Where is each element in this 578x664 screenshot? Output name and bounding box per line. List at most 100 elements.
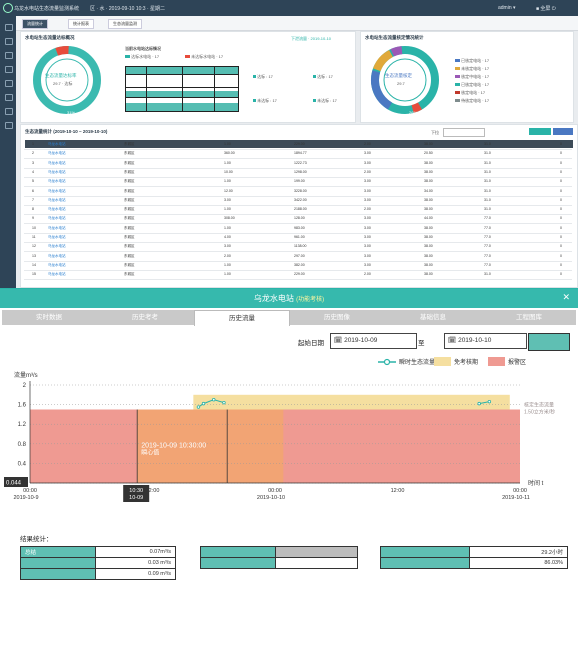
table-cell: 31.0 (484, 197, 491, 202)
flow-point (487, 399, 492, 404)
table-cell: 1.00 (224, 262, 231, 267)
report-icon[interactable] (5, 94, 13, 101)
compliance-date: 下泄流量 · 2019-10-10 (291, 36, 332, 41)
table-row[interactable]: 5 乌龙水电站 东城区 1.00 199.00 3.00 38.00 31.0 0 (24, 177, 572, 188)
table-cell[interactable]: 乌龙水电站 (48, 179, 66, 184)
y-axis-label: 流量m³/s (14, 371, 38, 379)
table-cell: 1222.73 (294, 160, 307, 165)
table-cell[interactable]: 乌龙水电站 (48, 235, 66, 239)
table-cell: 0 (560, 253, 562, 258)
filter-select[interactable] (443, 128, 485, 137)
list-icon[interactable] (5, 52, 13, 59)
table-cell: 7 (32, 197, 34, 202)
gear-icon[interactable] (5, 122, 13, 129)
table-cell: 229.00 (294, 142, 305, 146)
table-row[interactable]: 15 乌龙水电站 东城区 1.00 229.00 2.00 38.00 31.0 0 (24, 270, 572, 281)
table-row[interactable]: 8 乌龙水电站 东城区 1.00 2188.00 2.00 38.00 31.0 0 (24, 205, 572, 216)
legend-a: 达标水电站 · 17 (125, 54, 159, 60)
table-row[interactable]: 1 乌龙水电站 东城区 1.00 229.00 2.00 38.00 31.0 0 (24, 140, 572, 150)
table-cell[interactable]: 乌龙水电站 (48, 225, 66, 230)
results-value: 0.03 m³/s (95, 557, 176, 569)
tab-report[interactable]: 统计报表 (68, 19, 94, 29)
table-row[interactable]: 10 乌龙水电站 东城区 1.00 983.00 3.00 38.00 77.0 0 (24, 224, 572, 234)
table-cell[interactable]: 乌龙水电站 (48, 262, 66, 267)
table-row[interactable]: 4 乌龙水电站 东城区 10.00 1298.00 2.00 38.00 31.0 0 (24, 168, 572, 178)
close-icon[interactable]: ✕ (562, 292, 570, 302)
table-cell: 5 (32, 179, 34, 184)
table-cell: 东城区 (124, 188, 135, 193)
flow-point (477, 401, 481, 406)
table-cell: 77.0 (484, 244, 491, 249)
map-icon[interactable] (5, 66, 13, 73)
query-button[interactable] (528, 333, 570, 351)
search-button[interactable] (553, 128, 573, 135)
table-cell: 东城区 (124, 197, 135, 202)
table-row[interactable]: 14 乌龙水电站 东城区 1.00 382.00 3.00 38.00 77.0 0 (24, 261, 572, 271)
table-cell: 东城区 (124, 272, 135, 277)
tab-history-flow[interactable]: 历史流量 (194, 310, 290, 326)
x-tick-date: 2019-10-11 (502, 495, 530, 501)
table-row[interactable]: 9 乌龙水电站 东城区 308.00 128.00 3.00 44.00 77.0 0 (24, 214, 572, 225)
chart-icon[interactable] (5, 38, 13, 45)
table-cell[interactable]: 乌龙水电站 (48, 142, 66, 146)
camera-icon[interactable] (5, 108, 13, 115)
compliance-panel: 水电站生态流量达标概况 下泄流量 · 2019-10-10 生态流量达标率 29… (20, 31, 356, 123)
app-logo-icon (3, 3, 13, 13)
table-cell: 3.00 (364, 235, 371, 239)
table-cell: 128.00 (294, 216, 305, 221)
export-button[interactable] (529, 128, 551, 135)
table-cell: 20.50 (424, 151, 433, 156)
table-cell: 3228.00 (294, 188, 307, 193)
tab-flow-stats[interactable]: 流量统计 (22, 19, 48, 29)
table-cell: 东城区 (124, 216, 135, 221)
results-value: 0.09 m³/s (95, 568, 176, 580)
tab-engineering-gallery[interactable]: 工程图库 (516, 314, 542, 321)
tab-history-exam[interactable]: 历史考考 (132, 314, 158, 321)
table-cell[interactable]: 乌龙水电站 (48, 197, 66, 202)
table-cell[interactable]: 乌龙水电站 (48, 160, 66, 165)
table-cell: 31.0 (484, 151, 491, 156)
table-cell: 2 (32, 151, 34, 156)
table-cell[interactable]: 乌龙水电站 (48, 207, 66, 212)
results-table-1: 总结 0.07m³/s 0.03 m³/s 0.09 m³/s (20, 546, 176, 580)
table-cell: 3.00 (364, 225, 371, 230)
table-cell[interactable]: 乌龙水电站 (48, 216, 66, 221)
flow-chart: 流量m³/s00.40.81.21.6200:002019-10-912:000… (4, 371, 555, 502)
table-cell: 382.00 (294, 262, 305, 267)
tab-basic-info[interactable]: 基础信息 (420, 314, 446, 321)
table-cell: 983.00 (294, 225, 305, 230)
table-cell: 3.00 (364, 197, 371, 202)
table-cell[interactable]: 乌龙水电站 (48, 169, 66, 174)
tab-history-images[interactable]: 历史图像 (324, 314, 350, 321)
table-cell: 4 (32, 169, 34, 174)
end-date-input[interactable]: 🗓 2019-10-10 (444, 333, 527, 349)
table-row[interactable]: 7 乌龙水电站 东城区 3.00 3422.00 3.00 38.00 31.0 0 (24, 196, 572, 206)
table-row[interactable]: 6 乌龙水电站 东城区 12.00 3228.00 3.00 34.00 31.0 0 (24, 187, 572, 197)
table-row[interactable]: 12 乌龙水电站 东城区 3.00 1138.00 3.00 38.00 77.0 0 (24, 242, 572, 253)
table-cell[interactable]: 乌龙水电站 (48, 253, 66, 258)
table-row[interactable]: 2 乌龙水电站 东城区 360.00 1894.77 3.00 20.50 31.0 0 (24, 149, 572, 160)
table-cell: 3.00 (364, 160, 371, 165)
user-menu[interactable]: admin ▾ (498, 5, 516, 11)
table-cell[interactable]: 乌龙水电站 (48, 244, 66, 249)
table-cell[interactable]: 乌龙水电站 (48, 188, 66, 193)
start-date-input[interactable]: 🗓 2019-10-09 (330, 333, 417, 349)
home-icon[interactable] (5, 24, 13, 31)
table-row[interactable]: 13 乌龙水电站 东城区 2.00 297.00 3.00 38.00 77.0 0 (24, 252, 572, 262)
table-row[interactable]: 11 乌龙水电站 东城区 4.00 961.00 3.00 38.00 77.0 0 (24, 233, 572, 243)
tab-realtime[interactable]: 实时数据 (36, 314, 62, 321)
table-cell[interactable]: 乌龙水电站 (48, 151, 66, 156)
legend-alarm: 报警区 (488, 357, 526, 366)
table-cell: 0 (560, 262, 562, 267)
verification-donut-value: 29.7 (397, 81, 405, 86)
table-row[interactable]: 3 乌龙水电站 东城区 1.00 1222.73 3.00 38.00 31.0 0 (24, 159, 572, 169)
header-actions[interactable]: ■ 全屏 ⏻ (536, 6, 556, 12)
tab-eco-monitor[interactable]: 生态流量监测 (108, 19, 142, 29)
alarm-icon[interactable] (5, 80, 13, 87)
table-cell: 229.00 (294, 272, 305, 277)
table-cell: 360.00 (224, 151, 235, 156)
table-cell[interactable]: 乌龙水电站 (48, 272, 66, 277)
calendar-icon: 🗓 (448, 337, 457, 344)
table-cell: 2.00 (224, 253, 231, 258)
table-cell: 11 (32, 235, 36, 239)
